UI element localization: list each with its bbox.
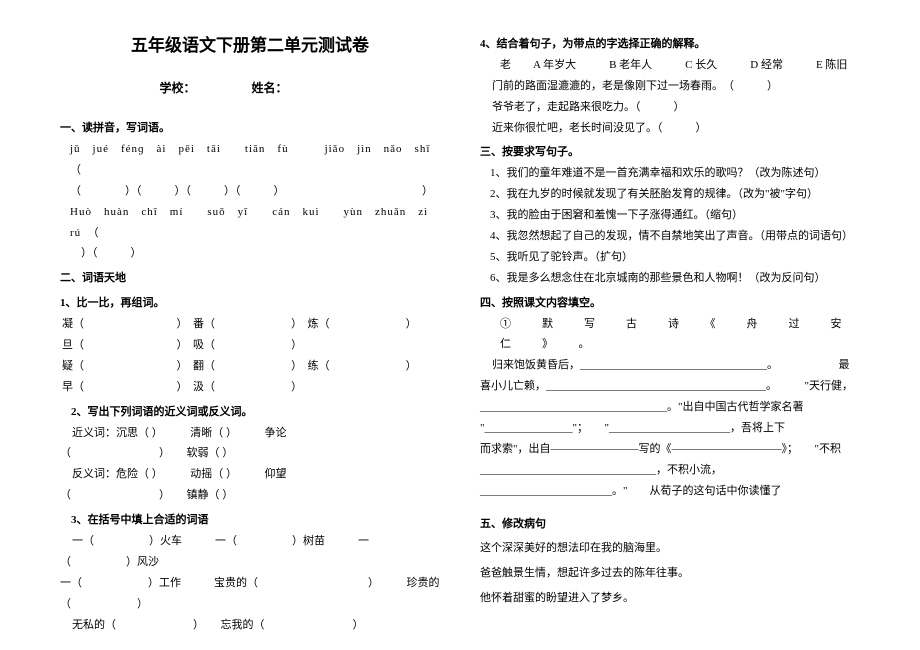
q4-2: 爷爷老了，走起路来很吃力。（ ） [492, 97, 860, 118]
section-3-heading: 三、按要求写句子。 [480, 142, 860, 163]
s3-1: 1、我们的童年难道不是一首充满幸福和欢乐的歌吗？（改为陈述句） [490, 163, 860, 184]
wcell: ） 汲（ [177, 377, 292, 398]
text: （ ） 软弱（ [60, 447, 220, 459]
syn-row-2: （ ） 软弱（ ） [60, 443, 440, 464]
text: ） 清晰（ [152, 427, 224, 439]
wcell: ） [406, 314, 440, 335]
p5-2: 爸爸触景生情，想起许多过去的陈年往事。 [480, 563, 860, 584]
wcell [406, 335, 440, 356]
s3-4: 4、我忽然想起了自己的发现，情不自禁地笑出了声音。（用带点的词语句） [490, 226, 860, 247]
section-4-heading: 四、按照课文内容填空。 [480, 293, 860, 314]
s4-line-3: __________________________________。"出自中国… [480, 397, 860, 418]
s3-5: 5、我听见了驼铃声。（扩句） [490, 247, 860, 268]
sub-2-1: 1、比一比，再组词。 [60, 293, 440, 314]
fill-line-2: （ ）风沙 [60, 552, 440, 573]
p5-3: 他怀着甜蜜的盼望进入了梦乡。 [480, 588, 860, 609]
wcell [406, 377, 440, 398]
fill-line-5: 无私的（ ） 忘我的（ ） [72, 615, 440, 636]
text: ） 仰望 [226, 468, 287, 480]
syn-row-1: 近义词：沉思（ ） 清晰（ ） 争论 [72, 423, 440, 444]
text: 反义词：危险（ [72, 468, 149, 480]
section-2-heading: 二、词语天地 [60, 268, 440, 289]
sub-4-heading: 4、结合着句子，为带点的字选择正确的解释。 [480, 34, 860, 55]
wcell: ） 炼（ [291, 314, 406, 335]
fill-line-1: 一（ ）火车 一（ ）树苗 一 [72, 531, 440, 552]
wcell: 早（ [62, 377, 177, 398]
word-row-2: 旦（ ） 吸（ ） [62, 335, 440, 356]
wcell: ） [291, 335, 406, 356]
paren-row-2: ）（ ） [70, 243, 440, 264]
fill-line-3: 一（ ）工作 宝贵的（ ） 珍贵的 [60, 573, 440, 594]
word-row-4: 早（ ） 汲（ ） [62, 377, 440, 398]
paren-row-1: （ ）（ ）（ ）（ ） ） [70, 181, 440, 202]
word-row-1: 凝（ ） 番（ ） 炼（ ） [62, 314, 440, 335]
option-row-lao: 老 A 年岁大 B 老年人 C 长久 D 经常 E 陈旧 [500, 55, 860, 76]
section-5-heading: 五、修改病句 [480, 514, 860, 535]
text: 近义词：沉思（ [72, 427, 149, 439]
word-row-3: 疑（ ） 翻（ ） 练（ ） [62, 356, 440, 377]
name-label: 姓名： [252, 81, 288, 95]
text: ） [222, 447, 233, 459]
text: ） 争论 [226, 427, 287, 439]
wcell: ） 练（ [291, 356, 406, 377]
wcell: ） [406, 356, 440, 377]
wcell: 凝（ [62, 314, 177, 335]
s4-line-4: "________________"； "___________________… [480, 418, 860, 439]
sub-2-3: 3、在括号中填上合适的词语 [60, 510, 440, 531]
sub-2-2: 2、写出下列词语的近义词或反义词。 [60, 402, 440, 423]
school-name-line: 学校： 姓名： [60, 77, 440, 100]
s4-line-6: ________________________________，不积小流， [480, 460, 860, 481]
s4-line-2: 喜小儿亡赖，__________________________________… [480, 376, 860, 397]
s4-line-7: ________________________。" 从荀子的这句话中你读懂了 [480, 481, 860, 502]
text: ） [222, 489, 233, 501]
wcell: ） 吸（ [177, 335, 292, 356]
s4-1: ① 默 写 古 诗 《 舟 过 安 仁 》 。 [500, 314, 860, 356]
pinyin-row-2: Huò huàn chī mí suǒ yī cán kuì yùn zhuǎn… [70, 202, 440, 244]
wcell: ） [291, 377, 406, 398]
q4-3: 近来你很忙吧，老长时间没见了。（ ） [492, 118, 860, 139]
s3-2: 2、我在九岁的时候就发现了有关胚胎发育的规律。（改为"被"字句） [490, 184, 860, 205]
wcell: ） 番（ [177, 314, 292, 335]
q4-1: 门前的路面湿漉漉的，老是像刚下过一场春雨。 （ ） [492, 76, 860, 97]
s3-3: 3、我的脸由于困窘和羞愧一下子涨得通红。（缩句） [490, 205, 860, 226]
wcell: 疑（ [62, 356, 177, 377]
school-label: 学校： [159, 81, 195, 95]
pinyin-row-1: jǔ jué fénɡ ài pēi tāi tiān fù jiǎo jìn … [70, 139, 440, 181]
text: ） 动摇（ [152, 468, 224, 480]
text: （ ） 镇静（ [60, 489, 220, 501]
wcell: 旦（ [62, 335, 177, 356]
ant-row-1: 反义词：危险（ ） 动摇（ ） 仰望 [72, 464, 440, 485]
wcell: ） 翻（ [177, 356, 292, 377]
section-1-heading: 一、读拼音，写词语。 [60, 118, 440, 139]
s3-6: 6、我是多么想念住在北京城南的那些景色和人物啊！（改为反问句） [490, 268, 860, 289]
page-title: 五年级语文下册第二单元测试卷 [60, 30, 440, 62]
s4-line-1: 归来饱饭黄昏后，________________________________… [492, 355, 860, 376]
fill-line-4: （ ） [60, 594, 440, 615]
s4-line-5: 而求索"，出自————————写的《——————————》； "不积 [480, 439, 860, 460]
p5-1: 这个深深美好的想法印在我的脑海里。 [480, 538, 860, 559]
ant-row-2: （ ） 镇静（ ） [60, 485, 440, 506]
